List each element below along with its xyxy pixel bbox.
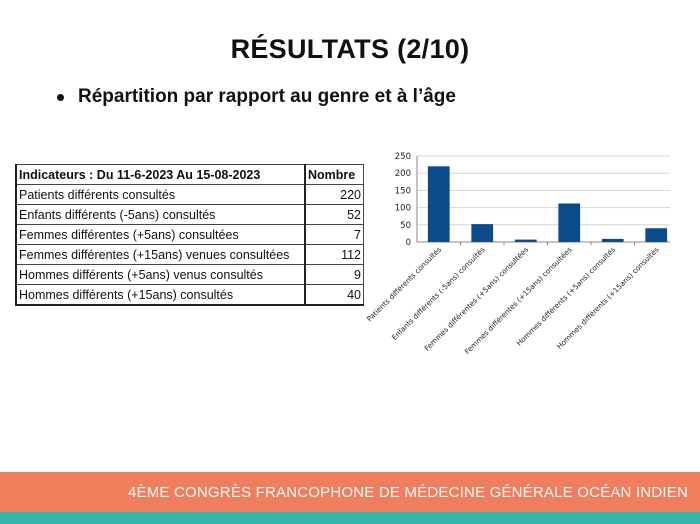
table-row: Femmes différentes (+5ans) consultées 7 (15, 224, 364, 245)
x-tick-label: Hommes différents (+15ans) consultés (555, 245, 661, 351)
bar (601, 238, 624, 242)
table-row: Patients différents consultés 220 (15, 184, 364, 205)
bar (471, 224, 494, 242)
table-row: Enfants différents (-5ans) consultés 52 (15, 204, 364, 225)
bar (558, 203, 581, 242)
bar-chart: 0 50 100 150 200 250 Patients différents consu… (365, 152, 670, 356)
y-tick-label: 50 (400, 221, 411, 231)
table-cell-value: 220 (304, 184, 364, 205)
y-tick-label: 100 (395, 204, 411, 214)
indicators-table: Indicateurs : Du 11-6-2023 Au 15-08-2023… (15, 164, 364, 306)
table-header-indicator: Indicateurs : Du 11-6-2023 Au 15-08-2023 (15, 164, 306, 185)
bullet-item: Répartition par rapport au genre et à l’… (57, 86, 456, 108)
table-row: Hommes différents (+5ans) venus consulté… (15, 264, 364, 285)
x-tick-label: Enfants différents (-5ans) consultés (390, 245, 487, 342)
y-tick-label: 250 (395, 152, 411, 162)
table-cell-label: Patients différents consultés (15, 184, 306, 205)
x-tick-label: Patients différents consultés (365, 245, 444, 324)
footer-text: 4ÈME CONGRÈS FRANCOPHONE DE MÉDECINE GÉN… (127, 484, 688, 501)
table-cell-label: Hommes différents (+15ans) consultés (15, 284, 306, 306)
y-tick-label: 0 (406, 238, 411, 248)
table-cell-label: Enfants différents (-5ans) consultés (15, 204, 306, 225)
y-tick-label: 200 (395, 169, 411, 179)
table-cell-value: 40 (304, 284, 364, 306)
table-cell-label: Femmes différentes (+15ans) venues consu… (15, 244, 306, 265)
bullet-dot-icon (57, 93, 64, 101)
table-row: Femmes différentes (+15ans) venues consu… (15, 244, 364, 265)
bar (645, 228, 668, 242)
y-tick-label: 150 (395, 186, 411, 196)
bullet-text: Répartition par rapport au genre et à l’… (78, 86, 456, 107)
table-cell-value: 7 (304, 224, 364, 245)
slide-title: RÉSULTATS (2/10) (230, 34, 470, 64)
table-header-count: Nombre (304, 164, 364, 185)
table-cell-value: 9 (304, 264, 364, 285)
table-header-row: Indicateurs : Du 11-6-2023 Au 15-08-2023… (15, 164, 364, 185)
table-cell-value: 52 (304, 204, 364, 225)
table-cell-value: 112 (304, 244, 364, 265)
bar (427, 166, 450, 242)
table-cell-label: Femmes différentes (+5ans) consultées (15, 224, 306, 245)
footer-stripe (0, 512, 700, 524)
table-row: Hommes différents (+15ans) consultés 40 (15, 284, 364, 306)
bar (514, 239, 537, 242)
footer-banner (0, 472, 700, 512)
table-cell-label: Hommes différents (+5ans) venus consulté… (15, 264, 306, 285)
